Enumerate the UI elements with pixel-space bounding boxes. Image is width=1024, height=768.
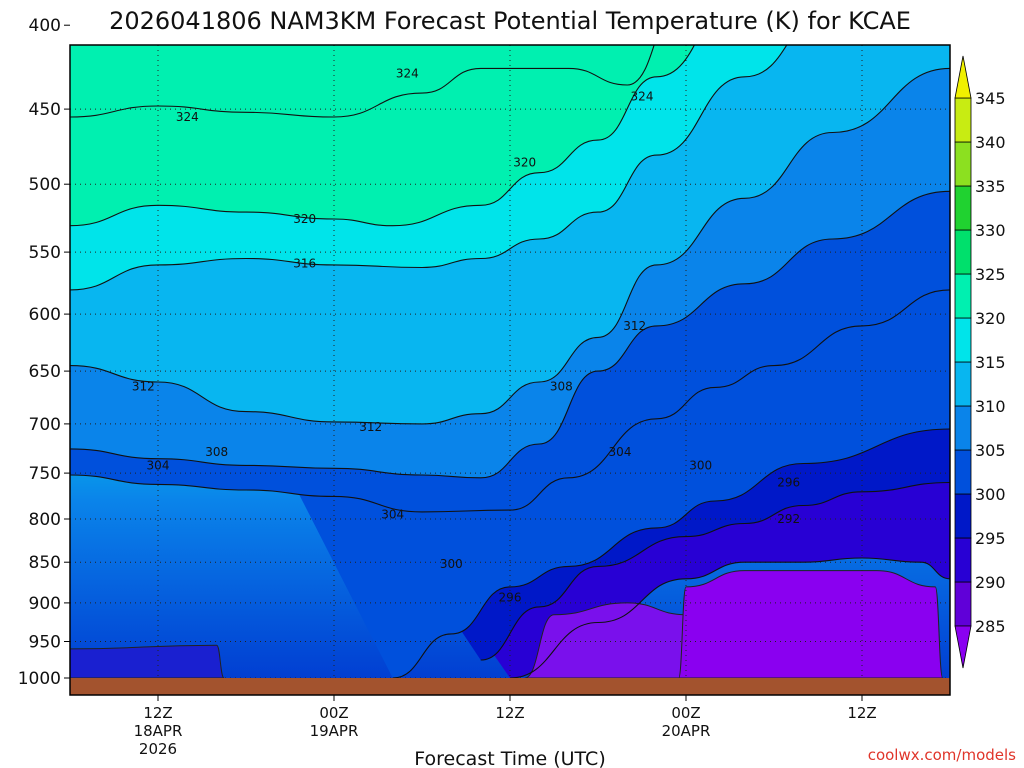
y-tick-label-450: 450	[29, 100, 61, 120]
contour-label-18: 308	[550, 379, 573, 393]
y-tick-label-1000: 1000	[18, 669, 61, 689]
colorbar-label-310: 310	[975, 397, 1006, 416]
plot-area: 3363363403323323323243283283243243243203…	[70, 45, 950, 695]
colorbar-bottom-arrow	[954, 625, 972, 669]
y-tick-label-700: 700	[29, 415, 61, 435]
colorbar-swatch-305	[954, 405, 972, 451]
x-tick-label-6-1: 18APR	[134, 722, 183, 740]
colorbar-label-325: 325	[975, 265, 1006, 284]
x-tick-label-30-0: 12Z	[495, 704, 524, 722]
y-tick-label-850: 850	[29, 553, 61, 573]
colorbar-label-330: 330	[975, 221, 1006, 240]
colorbar-label-345: 345	[975, 89, 1006, 108]
x-tick-label-42-1: 20APR	[662, 722, 711, 740]
colorbar-label-285: 285	[975, 617, 1006, 636]
contour-300	[392, 428, 950, 679]
x-tick-label-6-0: 12Z	[143, 704, 172, 722]
colorbar-swatch-285	[954, 581, 972, 627]
colorbar-swatch-315	[954, 317, 972, 363]
contour-312	[70, 67, 950, 425]
contour-label-16: 312	[132, 379, 155, 393]
ground	[70, 678, 950, 695]
y-tick-label-550: 550	[29, 243, 61, 263]
colorbar-label-315: 315	[975, 353, 1006, 372]
contour-label-25: 296	[777, 476, 800, 490]
y-tick-label-950: 950	[29, 633, 61, 653]
contour-296	[480, 481, 950, 661]
y-tick-label-500: 500	[29, 175, 61, 195]
contour-label-21: 304	[609, 445, 632, 459]
contour-308	[70, 190, 950, 479]
y-tick-label-650: 650	[29, 362, 61, 382]
colorbar-label-295: 295	[975, 529, 1006, 548]
contour-label-9: 324	[176, 110, 199, 124]
y-tick-label-400: 400	[29, 16, 61, 36]
colorbar-label-320: 320	[975, 309, 1006, 328]
contour-label-20: 304	[147, 458, 170, 472]
contour-292	[509, 557, 950, 679]
credit-text: coolwx.com/models	[868, 746, 1016, 764]
band-324	[70, 45, 950, 117]
contour-label-19: 308	[205, 445, 228, 459]
x-axis-label: Forecast Time (UTC)	[414, 748, 605, 768]
x-tick-label-6-2: 2026	[139, 740, 177, 758]
x-tick-label-54-0: 12Z	[847, 704, 876, 722]
contour-label-17: 312	[359, 420, 382, 434]
colorbar-swatch-325	[954, 229, 972, 275]
colorbar-swatch-290	[954, 537, 972, 583]
contour-label-23: 300	[689, 458, 712, 472]
colorbar-swatch-310	[954, 361, 972, 407]
y-tick-label-900: 900	[29, 594, 61, 614]
contour-324	[70, 45, 655, 118]
contour-label-22: 304	[381, 508, 404, 522]
colorbar-label-305: 305	[975, 441, 1006, 460]
y-axis: 2503003504004505005506006507007508008509…	[18, 16, 70, 689]
colorbar-label-290: 290	[975, 573, 1006, 592]
contour-label-12: 320	[513, 156, 536, 170]
contour-label-10: 324	[396, 66, 419, 80]
y-tick-label-800: 800	[29, 510, 61, 530]
contour-label-26: 292	[777, 512, 800, 526]
colorbar-label-300: 300	[975, 485, 1006, 504]
colorbar-swatch-340	[954, 97, 972, 143]
cold-pool-3	[70, 644, 225, 679]
colorbar-swatch-300	[954, 449, 972, 495]
contour-lines	[70, 45, 950, 679]
colorbar-swatch-320	[954, 273, 972, 319]
colorbar-swatch-330	[954, 185, 972, 231]
colorbar-top-arrow	[954, 55, 972, 99]
colorbar: 285 290 295 300 305 310 315 320 325 330 335 340 345	[954, 55, 1006, 669]
colorbar-swatch-335	[954, 141, 972, 187]
contour-label-27: 296	[499, 590, 522, 604]
contour-label-11: 324	[631, 89, 654, 103]
cold-pool-2	[678, 570, 944, 679]
chart-title: 2026041806 NAM3KM Forecast Potential Tem…	[109, 7, 911, 35]
colorbar-swatch-295	[954, 493, 972, 539]
colorbar-label-340: 340	[975, 133, 1006, 152]
y-tick-label-750: 750	[29, 464, 61, 484]
contour-304	[70, 289, 950, 513]
contour-label-13: 320	[293, 212, 316, 226]
contour-316	[70, 45, 788, 291]
contour-320	[70, 45, 696, 227]
contour-label-14: 316	[293, 257, 316, 271]
x-tick-label-42-0: 00Z	[671, 704, 700, 722]
contour-labels: 3363363403323323323243283283243243243203…	[132, 66, 800, 604]
color-bands	[70, 45, 950, 678]
y-tick-label-600: 600	[29, 305, 61, 325]
cold-pool	[70, 570, 944, 679]
x-tick-label-18-0: 00Z	[319, 704, 348, 722]
colorbar-label-335: 335	[975, 177, 1006, 196]
x-tick-label-18-1: 19APR	[310, 722, 359, 740]
contour-label-15: 312	[623, 319, 646, 333]
contour-label-24: 300	[440, 557, 463, 571]
